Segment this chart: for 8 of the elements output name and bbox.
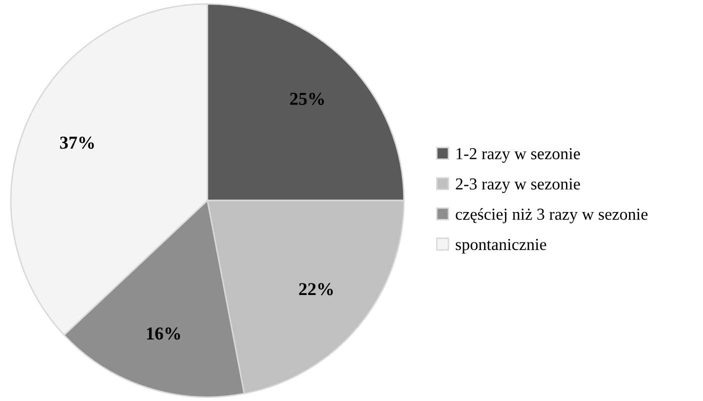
legend-label: 1-2 razy w sezonie — [456, 148, 580, 163]
data-label: 37% — [60, 136, 94, 149]
data-label: 16% — [147, 327, 180, 340]
legend-label: spontanicznie — [456, 238, 546, 254]
legend-label: 2-3 razy w sezonie — [456, 178, 580, 194]
legend-label: częściej niż 3 razy w sezonie — [456, 208, 648, 224]
data-label: 25% — [290, 92, 324, 105]
data-label: 22% — [299, 283, 333, 296]
